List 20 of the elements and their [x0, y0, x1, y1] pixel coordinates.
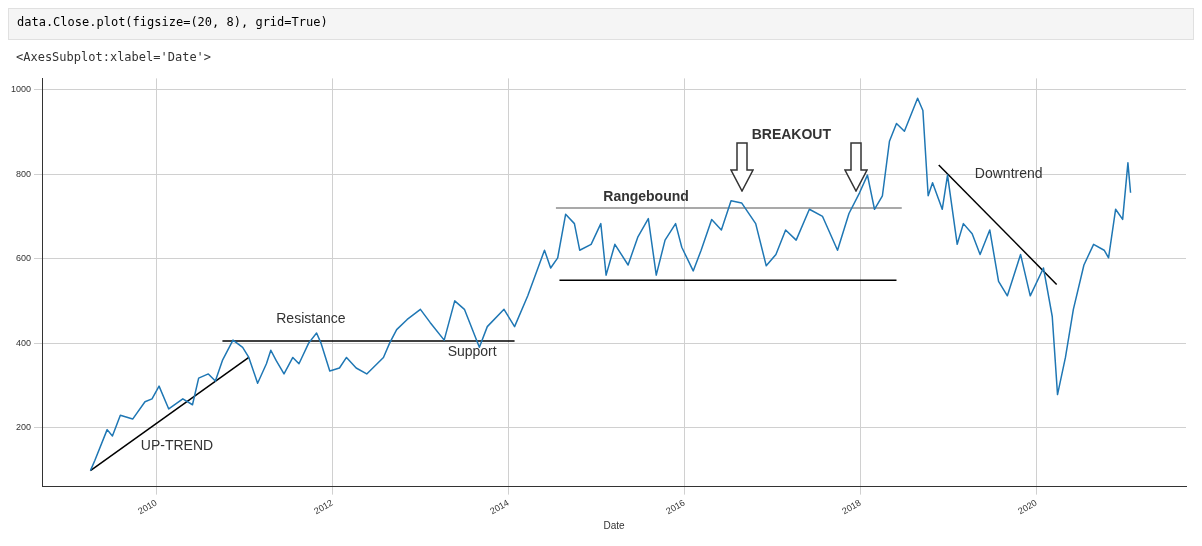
x-tick-label: 2012 [312, 497, 335, 517]
annotation: BREAKOUT [751, 126, 832, 143]
x-tick-label: 2018 [840, 497, 863, 517]
x-tick-label: 2014 [488, 497, 511, 517]
annotation: Support [447, 342, 497, 359]
annotation: Rangebound [603, 187, 689, 204]
annotation: Resistance [276, 310, 346, 327]
y-tick-label: 1000 [10, 84, 32, 95]
text: data.Close.plot(figsize=(20, 8), grid=True) [8, 8, 1194, 40]
annotation: UP-TREND [140, 436, 214, 453]
y-tick-label: 800 [15, 168, 32, 179]
y-tick-label: 600 [15, 253, 32, 264]
text: <AxesSubplot:xlabel='Date'> [15, 49, 213, 66]
x-axis-title: Date [603, 519, 626, 531]
x-tick-label: 2020 [1016, 497, 1039, 517]
x-tick-label: 2016 [664, 497, 687, 517]
x-tick-label: 2010 [136, 497, 159, 517]
y-tick-label: 200 [15, 422, 32, 433]
y-tick-label: 400 [15, 337, 32, 348]
annotation: Downtrend [974, 165, 1043, 182]
